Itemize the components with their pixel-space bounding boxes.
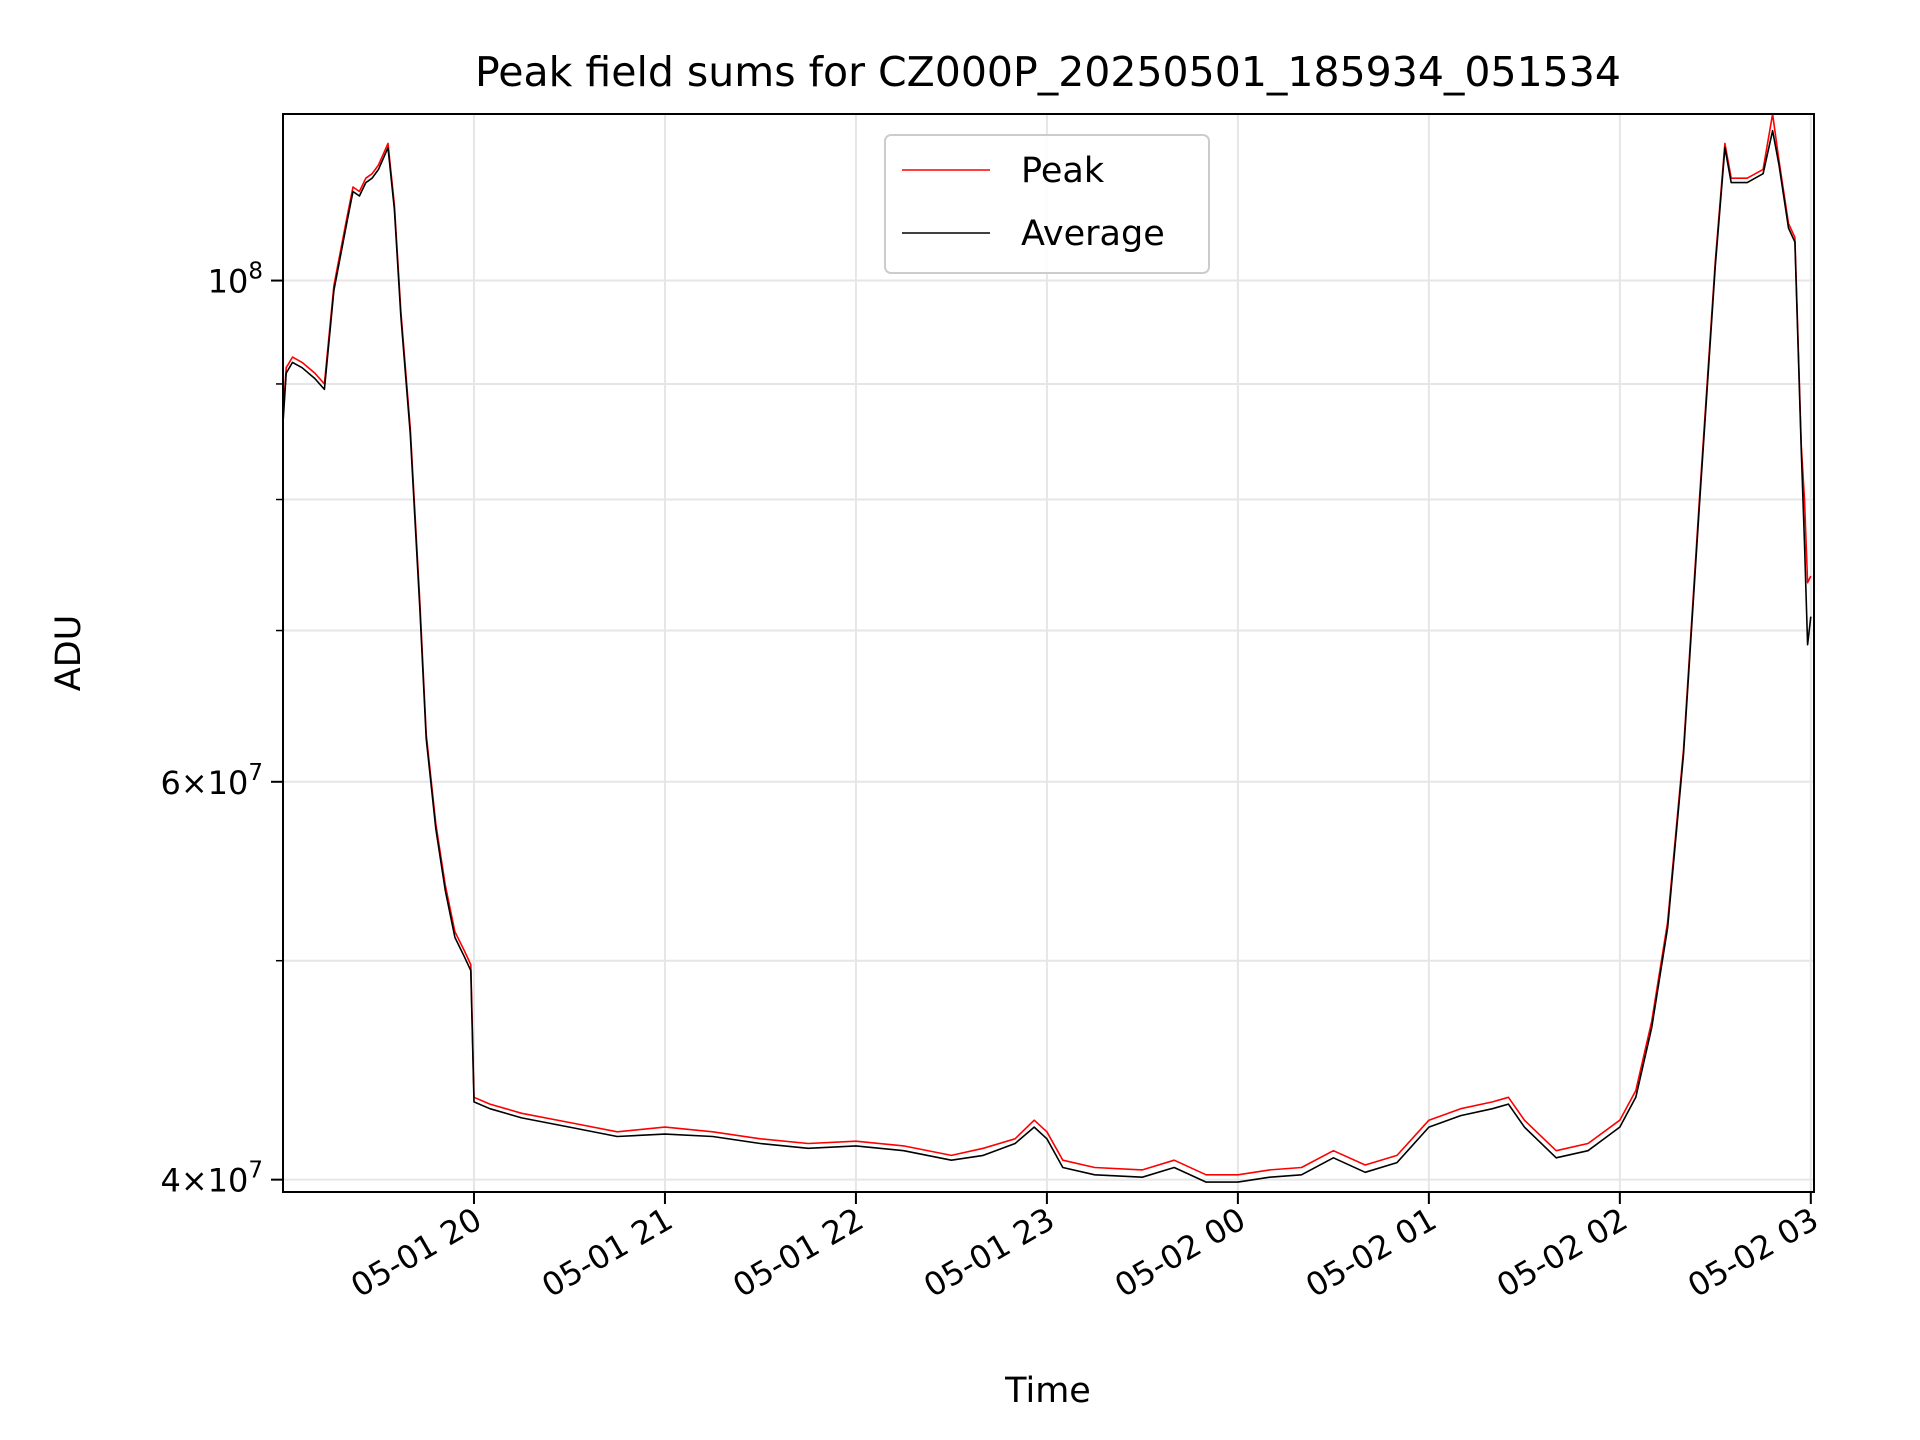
series-line-average xyxy=(283,129,1812,1183)
y-tick-label-exponent: 7 xyxy=(248,1158,263,1184)
y-axis-label: ADU xyxy=(49,615,89,692)
chart-title: Peak field sums for CZ000P_20250501_1859… xyxy=(475,48,1621,96)
legend-average-label: Average xyxy=(1021,214,1165,254)
y-tick-label: 4×107 xyxy=(160,1158,263,1200)
y-tick-label: 108 xyxy=(208,259,263,301)
grid-lines xyxy=(283,114,1814,1192)
y-tick-label: 6×107 xyxy=(160,760,263,802)
y-tick-label-base: 4×10 xyxy=(160,1162,248,1200)
y-tick-label-exponent: 8 xyxy=(248,259,263,285)
plot-frame xyxy=(282,113,1815,1193)
legend: Peak Average xyxy=(884,134,1210,274)
x-axis-label: Time xyxy=(1004,1371,1091,1411)
y-tick-label-base: 6×10 xyxy=(160,764,248,802)
y-tick-label-base: 10 xyxy=(208,263,249,301)
y-tick-label-exponent: 7 xyxy=(248,760,263,786)
series-layer xyxy=(283,114,1812,1183)
legend-peak-label: Peak xyxy=(1021,151,1105,191)
